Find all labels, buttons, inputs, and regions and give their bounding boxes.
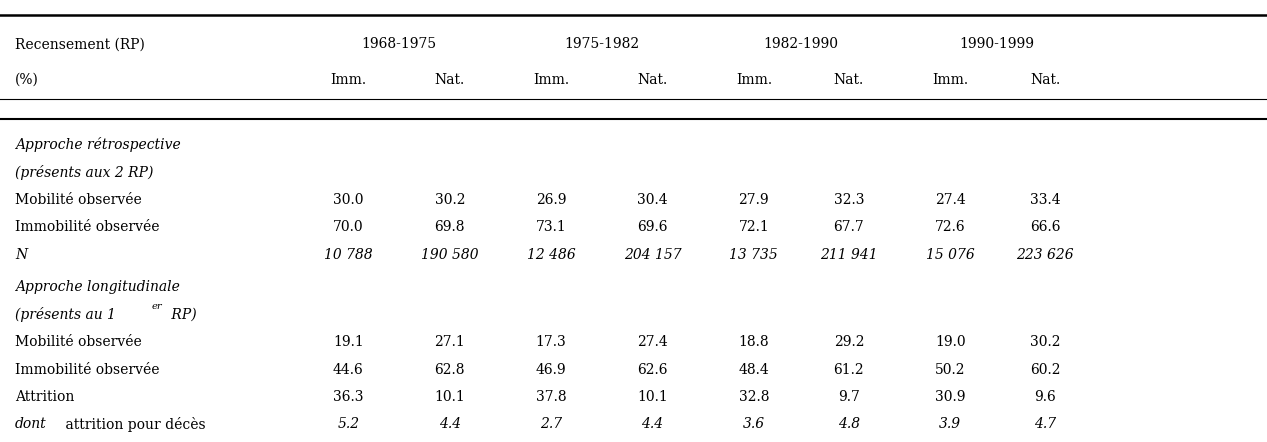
- Text: 32.3: 32.3: [834, 193, 864, 207]
- Text: 10.1: 10.1: [637, 390, 668, 404]
- Text: 4.4: 4.4: [641, 417, 664, 431]
- Text: 33.4: 33.4: [1030, 193, 1060, 207]
- Text: 10 788: 10 788: [324, 248, 372, 262]
- Text: 1975-1982: 1975-1982: [564, 37, 640, 51]
- Text: attrition pour décès: attrition pour décès: [61, 417, 205, 432]
- Text: 26.9: 26.9: [536, 193, 566, 207]
- Text: 30.2: 30.2: [1030, 335, 1060, 349]
- Text: 19.1: 19.1: [333, 335, 364, 349]
- Text: Imm.: Imm.: [331, 72, 366, 87]
- Text: 27.1: 27.1: [435, 335, 465, 349]
- Text: 4.8: 4.8: [837, 417, 860, 431]
- Text: 19.0: 19.0: [935, 335, 965, 349]
- Text: 36.3: 36.3: [333, 390, 364, 404]
- Text: Approche rétrospective: Approche rétrospective: [15, 137, 181, 152]
- Text: Attrition: Attrition: [15, 390, 75, 404]
- Text: Imm.: Imm.: [933, 72, 968, 87]
- Text: 13 735: 13 735: [730, 248, 778, 262]
- Text: Immobilité observée: Immobilité observée: [15, 362, 160, 377]
- Text: 30.4: 30.4: [637, 193, 668, 207]
- Text: 61.2: 61.2: [834, 362, 864, 377]
- Text: 3.9: 3.9: [939, 417, 962, 431]
- Text: Nat.: Nat.: [834, 72, 864, 87]
- Text: 1982-1990: 1982-1990: [763, 37, 839, 51]
- Text: 70.0: 70.0: [333, 220, 364, 234]
- Text: 73.1: 73.1: [536, 220, 566, 234]
- Text: 223 626: 223 626: [1016, 248, 1074, 262]
- Text: 72.6: 72.6: [935, 220, 965, 234]
- Text: 9.6: 9.6: [1034, 390, 1057, 404]
- Text: 1968-1975: 1968-1975: [361, 37, 437, 51]
- Text: 4.4: 4.4: [438, 417, 461, 431]
- Text: Imm.: Imm.: [736, 72, 772, 87]
- Text: 60.2: 60.2: [1030, 362, 1060, 377]
- Text: 50.2: 50.2: [935, 362, 965, 377]
- Text: N: N: [15, 248, 28, 262]
- Text: Mobilité observée: Mobilité observée: [15, 335, 142, 349]
- Text: Nat.: Nat.: [435, 72, 465, 87]
- Text: 9.7: 9.7: [837, 390, 860, 404]
- Text: 46.9: 46.9: [536, 362, 566, 377]
- Text: 66.6: 66.6: [1030, 220, 1060, 234]
- Text: 190 580: 190 580: [421, 248, 479, 262]
- Text: 3.6: 3.6: [742, 417, 765, 431]
- Text: 72.1: 72.1: [739, 220, 769, 234]
- Text: 1990-1999: 1990-1999: [959, 37, 1035, 51]
- Text: 204 157: 204 157: [623, 248, 682, 262]
- Text: Approche longitudinale: Approche longitudinale: [15, 280, 180, 294]
- Text: 69.8: 69.8: [435, 220, 465, 234]
- Text: Mobilité observée: Mobilité observée: [15, 193, 142, 207]
- Text: 27.4: 27.4: [637, 335, 668, 349]
- Text: 30.2: 30.2: [435, 193, 465, 207]
- Text: 67.7: 67.7: [834, 220, 864, 234]
- Text: Nat.: Nat.: [637, 72, 668, 87]
- Text: 30.9: 30.9: [935, 390, 965, 404]
- Text: 4.7: 4.7: [1034, 417, 1057, 431]
- Text: (présents au 1: (présents au 1: [15, 307, 117, 322]
- Text: Recensement (RP): Recensement (RP): [15, 37, 146, 51]
- Text: 18.8: 18.8: [739, 335, 769, 349]
- Text: Imm.: Imm.: [533, 72, 569, 87]
- Text: 32.8: 32.8: [739, 390, 769, 404]
- Text: 211 941: 211 941: [820, 248, 878, 262]
- Text: 12 486: 12 486: [527, 248, 575, 262]
- Text: 30.0: 30.0: [333, 193, 364, 207]
- Text: 27.4: 27.4: [935, 193, 965, 207]
- Text: Immobilité observée: Immobilité observée: [15, 220, 160, 234]
- Text: 27.9: 27.9: [739, 193, 769, 207]
- Text: 62.6: 62.6: [637, 362, 668, 377]
- Text: (%): (%): [15, 72, 39, 87]
- Text: er: er: [152, 302, 162, 311]
- Text: 17.3: 17.3: [536, 335, 566, 349]
- Text: 29.2: 29.2: [834, 335, 864, 349]
- Text: 2.7: 2.7: [540, 417, 563, 431]
- Text: RP): RP): [167, 308, 196, 322]
- Text: 10.1: 10.1: [435, 390, 465, 404]
- Text: 48.4: 48.4: [739, 362, 769, 377]
- Text: (présents aux 2 RP): (présents aux 2 RP): [15, 165, 153, 180]
- Text: 15 076: 15 076: [926, 248, 974, 262]
- Text: 62.8: 62.8: [435, 362, 465, 377]
- Text: 37.8: 37.8: [536, 390, 566, 404]
- Text: 44.6: 44.6: [333, 362, 364, 377]
- Text: Nat.: Nat.: [1030, 72, 1060, 87]
- Text: dont: dont: [15, 417, 47, 431]
- Text: 5.2: 5.2: [337, 417, 360, 431]
- Text: 69.6: 69.6: [637, 220, 668, 234]
